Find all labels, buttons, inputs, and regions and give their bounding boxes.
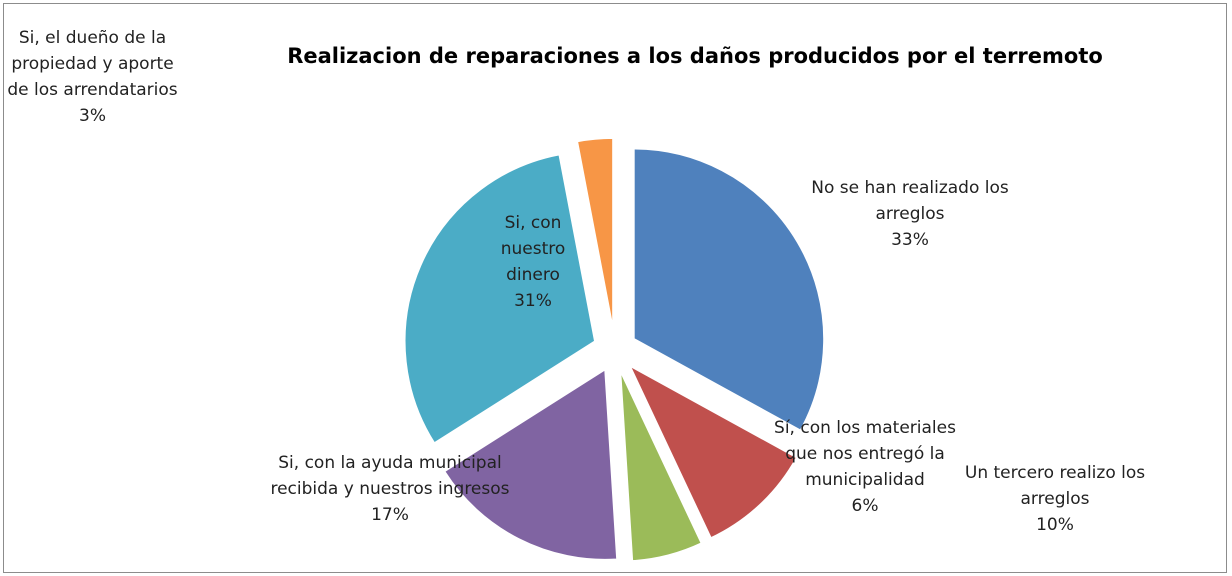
pie-slice	[628, 364, 798, 539]
label-category: Si, el dueño de la propiedad y aporte de…	[7, 28, 178, 100]
pie-slice	[576, 137, 614, 329]
label-value: 31%	[514, 291, 552, 311]
data-label: Sí, con los materiales que nos entregó l…	[770, 415, 960, 519]
data-label: Un tercero realizo los arreglos 10%	[945, 460, 1165, 538]
data-label: No se han realizado los arreglos 33%	[800, 175, 1020, 253]
label-category: Sí, con los materiales que nos entregó l…	[774, 418, 956, 490]
label-value: 10%	[1036, 515, 1074, 535]
chart-frame	[3, 3, 1227, 573]
label-category: Si, con la ayuda municipal recibida y nu…	[270, 453, 510, 499]
data-label: Si, con la ayuda municipal recibida y nu…	[270, 450, 510, 528]
label-value: 3%	[79, 106, 106, 126]
pie-slice	[633, 148, 825, 432]
label-category: No se han realizado los arreglos	[811, 178, 1009, 224]
data-label: Si, con nuestro dinero 31%	[478, 210, 588, 314]
label-value: 17%	[371, 505, 409, 525]
pie-slice	[404, 153, 596, 445]
pie-slice	[619, 370, 703, 562]
label-category: Si, con nuestro dinero	[500, 213, 566, 285]
label-category: Un tercero realizo los arreglos	[964, 463, 1146, 509]
chart-title: Realizacion de reparaciones a los daños …	[287, 44, 1103, 68]
label-value: 33%	[891, 230, 929, 250]
label-value: 6%	[851, 496, 879, 516]
data-label: Si, el dueño de la propiedad y aporte de…	[0, 25, 185, 129]
pie-slice	[443, 368, 618, 561]
